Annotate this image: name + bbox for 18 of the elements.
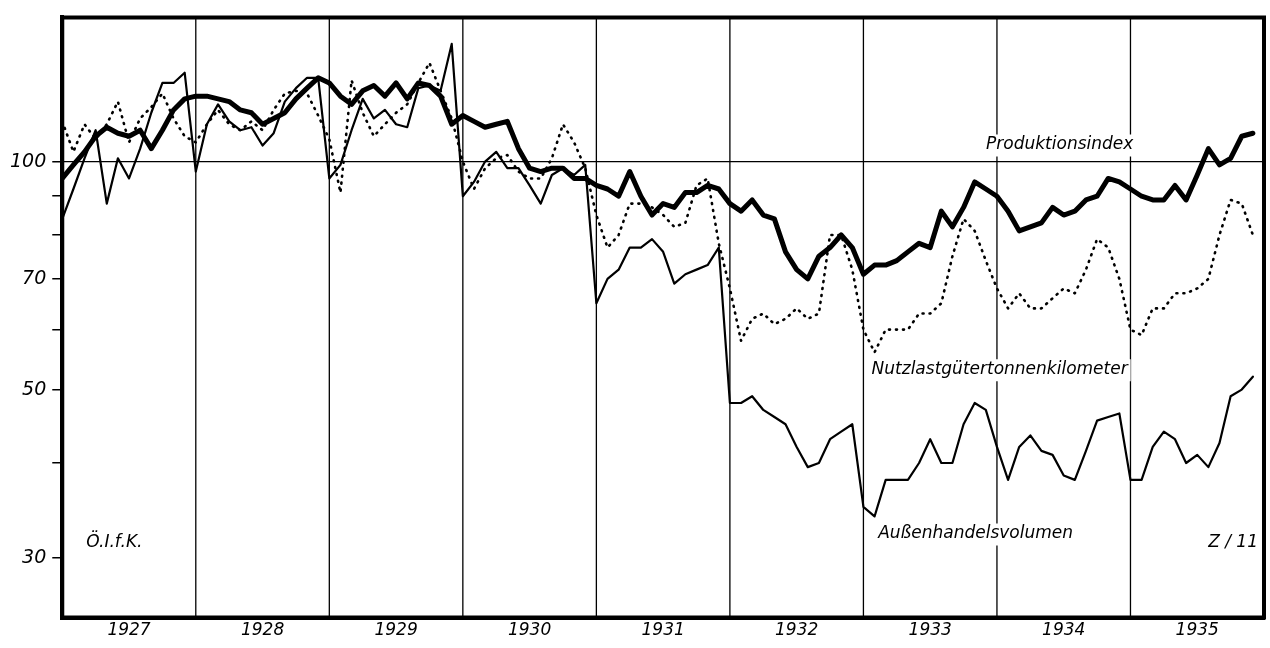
x-tick-label: 1929: [374, 619, 418, 640]
x-tick-label: 1930: [507, 619, 552, 640]
y-tick-label: 100: [10, 148, 47, 171]
x-tick-label: 1932: [775, 619, 819, 640]
x-tick-label: 1927: [107, 619, 151, 640]
x-tick-label: 1928: [240, 619, 285, 640]
y-tick-label: 70: [22, 265, 47, 288]
series-label: Außenhandelsvolumen: [877, 522, 1074, 543]
series-label: Nutzlastgütertonnenkilometer: [871, 358, 1129, 379]
x-tick-label: 1931: [641, 619, 685, 640]
x-tick-label: 1935: [1175, 619, 1219, 640]
y-tick-label: 50: [22, 376, 47, 399]
annotation: Z / 11: [1207, 531, 1258, 551]
y-tick-label: 30: [22, 544, 47, 567]
x-tick-label: 1934: [1042, 619, 1086, 640]
annotation: Ö.I.f.K.: [86, 530, 143, 551]
series-label: Produktionsindex: [986, 133, 1135, 154]
x-tick-label: 1933: [908, 619, 952, 640]
